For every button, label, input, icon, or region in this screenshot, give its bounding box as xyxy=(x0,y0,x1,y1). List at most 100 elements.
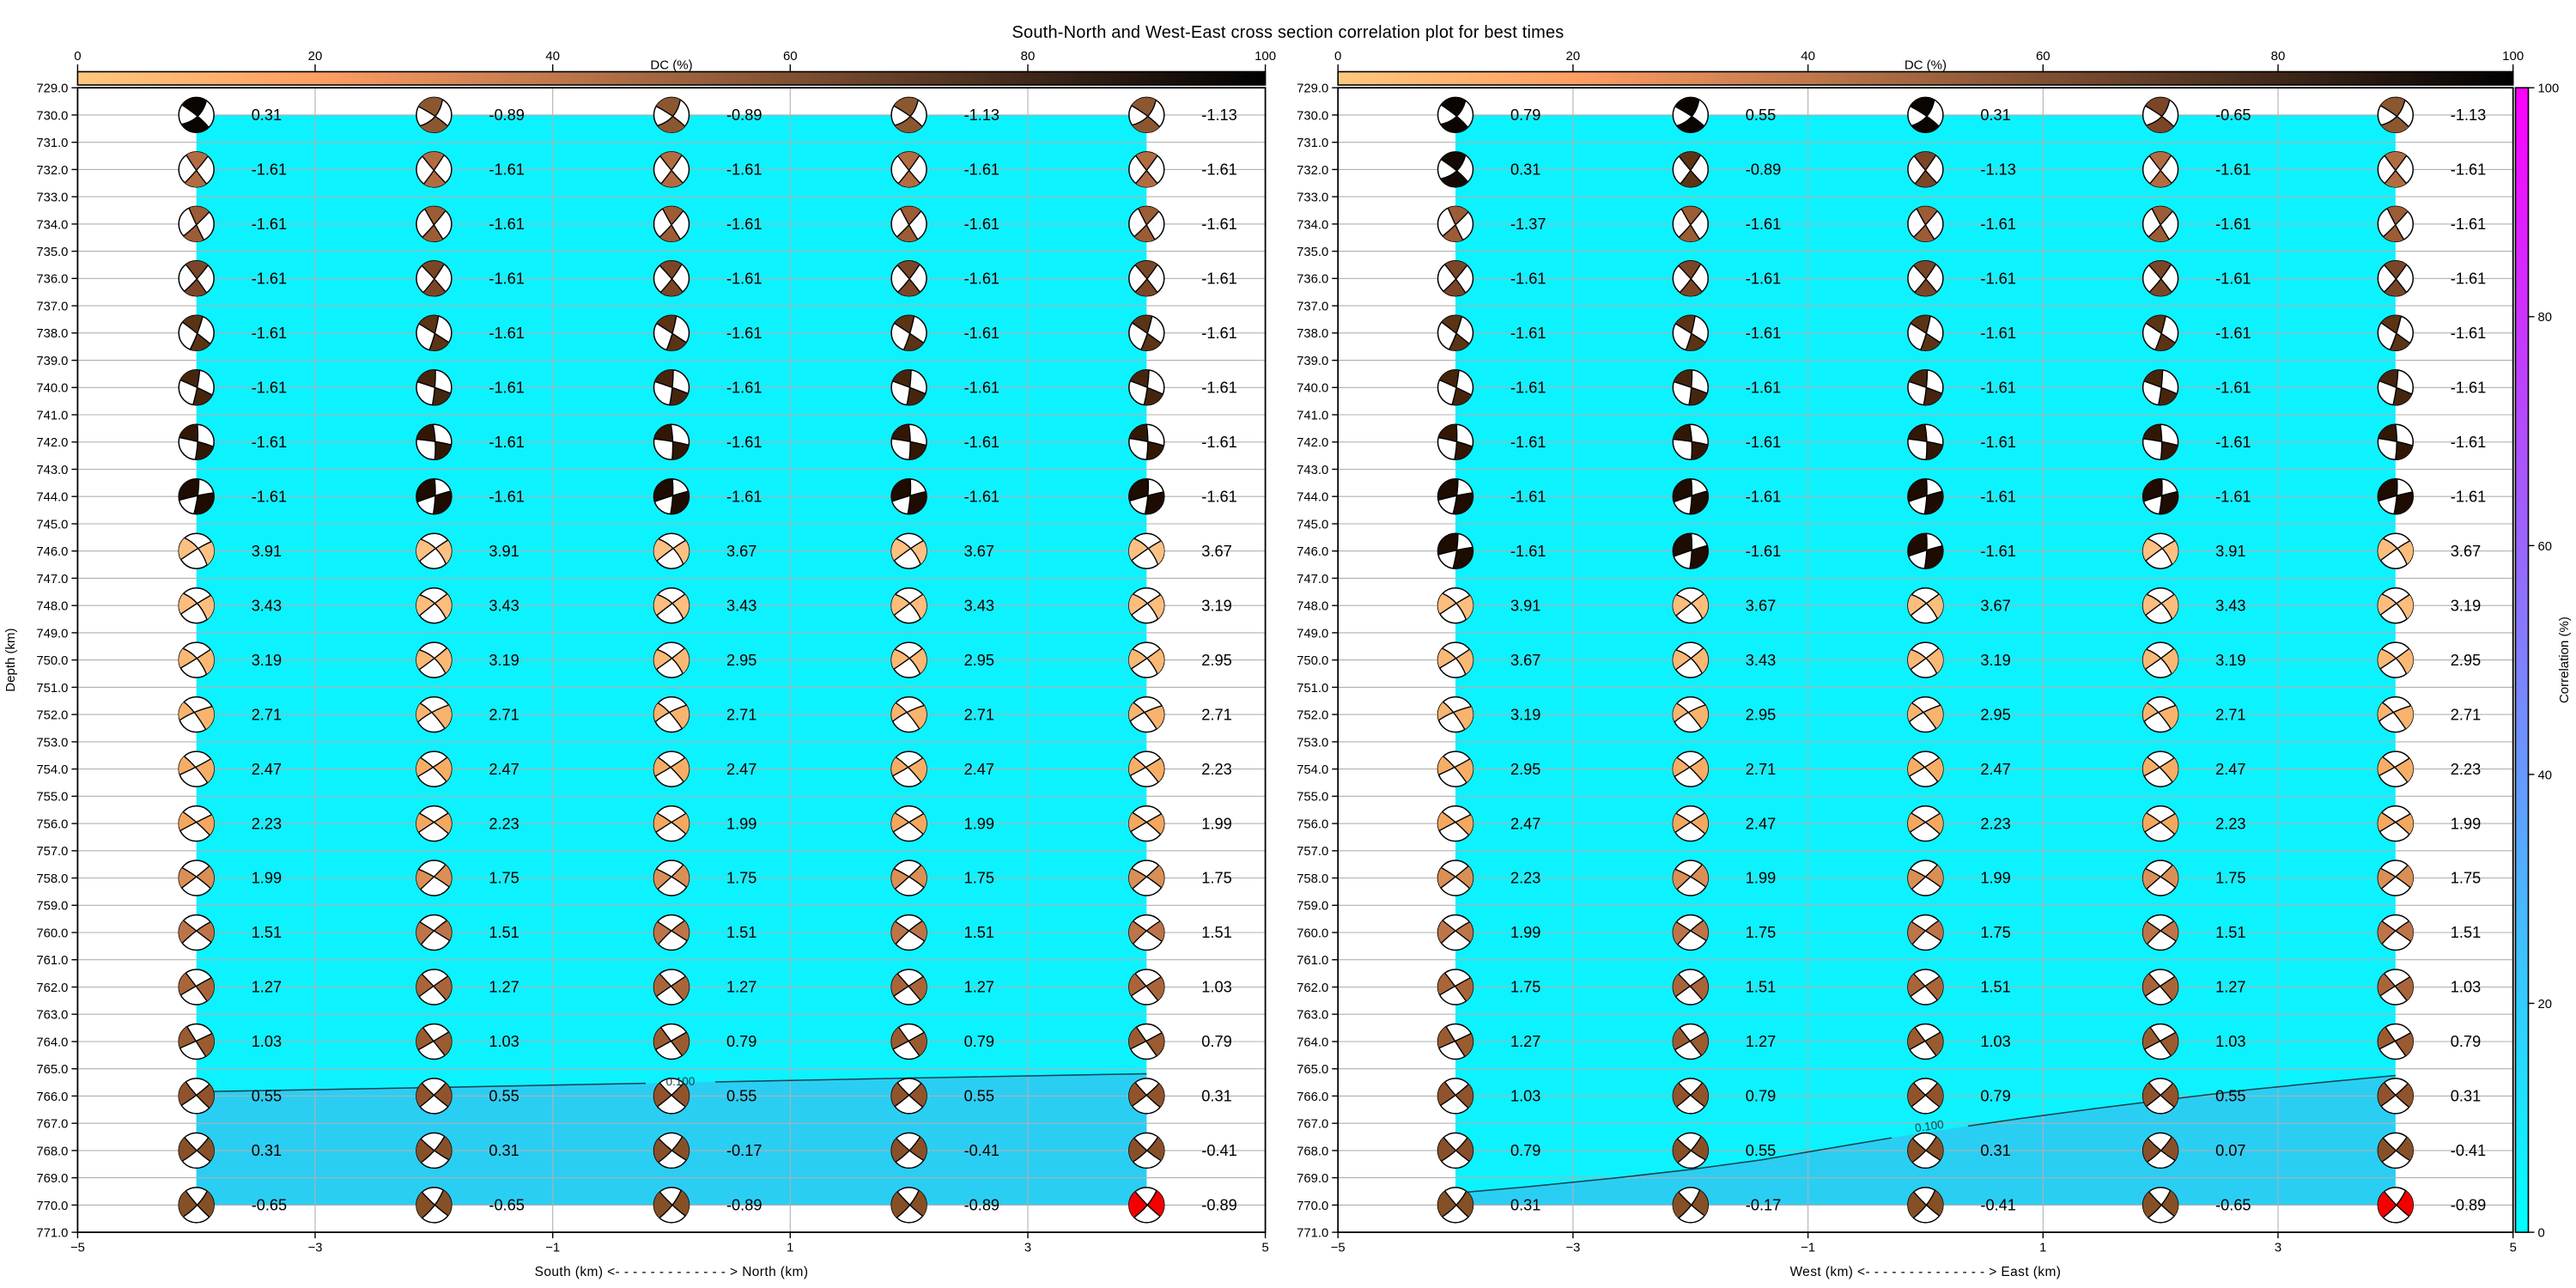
svg-text:744.0: 744.0 xyxy=(1297,491,1328,505)
svg-text:80: 80 xyxy=(2538,311,2552,325)
svg-text:-0.89: -0.89 xyxy=(1746,161,1781,179)
svg-text:1.03: 1.03 xyxy=(489,1033,519,1050)
svg-text:751.0: 751.0 xyxy=(1297,682,1328,696)
svg-text:731.0: 731.0 xyxy=(1297,137,1328,150)
svg-text:2.95: 2.95 xyxy=(1980,706,2010,723)
svg-text:-1.61: -1.61 xyxy=(1746,325,1781,342)
svg-text:1.51: 1.51 xyxy=(2451,924,2481,941)
svg-text:2.71: 2.71 xyxy=(1746,761,1776,778)
svg-text:80: 80 xyxy=(2271,49,2286,64)
svg-text:767.0: 767.0 xyxy=(36,1118,68,1132)
svg-text:760.0: 760.0 xyxy=(1297,927,1328,940)
svg-text:1.75: 1.75 xyxy=(1746,924,1776,941)
svg-text:-1.61: -1.61 xyxy=(2451,488,2486,505)
svg-text:0.31: 0.31 xyxy=(1510,1197,1540,1214)
svg-text:743.0: 743.0 xyxy=(36,464,68,477)
svg-text:1.51: 1.51 xyxy=(1746,979,1776,996)
svg-text:753.0: 753.0 xyxy=(1297,736,1328,750)
svg-text:1.75: 1.75 xyxy=(1510,979,1540,996)
svg-text:750.0: 750.0 xyxy=(1297,654,1328,668)
svg-text:-1.61: -1.61 xyxy=(1746,216,1781,233)
svg-text:1.99: 1.99 xyxy=(1746,870,1776,887)
svg-text:2.95: 2.95 xyxy=(1746,706,1776,723)
svg-text:733.0: 733.0 xyxy=(36,191,68,205)
svg-text:3.91: 3.91 xyxy=(252,543,282,560)
svg-text:745.0: 745.0 xyxy=(36,518,68,532)
svg-text:-1.61: -1.61 xyxy=(1980,216,2015,233)
svg-text:0.31: 0.31 xyxy=(1510,161,1540,179)
svg-text:761.0: 761.0 xyxy=(36,954,68,968)
svg-text:-0.89: -0.89 xyxy=(2451,1197,2486,1214)
svg-text:2.23: 2.23 xyxy=(2451,761,2481,778)
svg-text:739.0: 739.0 xyxy=(1297,355,1328,368)
svg-text:-1.61: -1.61 xyxy=(1980,325,2015,342)
svg-text:1.75: 1.75 xyxy=(1980,924,2010,941)
svg-text:734.0: 734.0 xyxy=(1297,218,1328,232)
svg-text:60: 60 xyxy=(2036,49,2050,64)
svg-text:0.31: 0.31 xyxy=(1980,106,2010,124)
svg-text:20: 20 xyxy=(308,49,323,64)
svg-text:0: 0 xyxy=(2538,1227,2545,1241)
svg-text:764.0: 764.0 xyxy=(1297,1036,1328,1049)
svg-text:0.79: 0.79 xyxy=(1510,106,1540,124)
svg-text:3: 3 xyxy=(1024,1242,1031,1255)
svg-text:0.100: 0.100 xyxy=(1914,1118,1945,1135)
svg-text:739.0: 739.0 xyxy=(36,355,68,368)
svg-text:-0.89: -0.89 xyxy=(726,1197,762,1214)
svg-text:0.55: 0.55 xyxy=(1746,106,1776,124)
svg-text:1.99: 1.99 xyxy=(1980,870,2010,887)
svg-text:3.43: 3.43 xyxy=(964,597,994,614)
svg-text:764.0: 764.0 xyxy=(36,1036,68,1049)
svg-text:2.71: 2.71 xyxy=(964,706,994,723)
svg-text:80: 80 xyxy=(1021,49,1036,64)
svg-text:-1.61: -1.61 xyxy=(1980,434,2015,451)
svg-text:2.71: 2.71 xyxy=(726,706,756,723)
svg-text:-1.61: -1.61 xyxy=(964,270,999,288)
svg-text:1.51: 1.51 xyxy=(2215,924,2245,941)
svg-text:40: 40 xyxy=(2538,769,2552,782)
svg-text:-1.61: -1.61 xyxy=(1510,488,1546,505)
svg-text:0.55: 0.55 xyxy=(489,1088,519,1105)
svg-text:-1.61: -1.61 xyxy=(1201,434,1236,451)
svg-text:-1.61: -1.61 xyxy=(489,488,524,505)
svg-text:741.0: 741.0 xyxy=(1297,409,1328,422)
svg-text:767.0: 767.0 xyxy=(1297,1118,1328,1132)
svg-text:1.27: 1.27 xyxy=(252,979,282,996)
svg-text:3: 3 xyxy=(2275,1242,2281,1255)
svg-text:0.100: 0.100 xyxy=(665,1075,695,1089)
svg-text:760.0: 760.0 xyxy=(36,927,68,940)
svg-text:731.0: 731.0 xyxy=(36,137,68,150)
svg-text:1.99: 1.99 xyxy=(252,870,282,887)
svg-text:-1.61: -1.61 xyxy=(726,270,762,288)
svg-text:759.0: 759.0 xyxy=(36,900,68,914)
svg-text:-1.61: -1.61 xyxy=(2451,434,2486,451)
svg-text:0: 0 xyxy=(74,49,81,64)
svg-text:3.19: 3.19 xyxy=(2215,652,2245,669)
svg-text:-1.61: -1.61 xyxy=(964,434,999,451)
svg-text:3.43: 3.43 xyxy=(2215,597,2245,614)
svg-text:1.51: 1.51 xyxy=(964,924,994,941)
svg-text:-1.61: -1.61 xyxy=(1201,161,1236,179)
svg-text:762.0: 762.0 xyxy=(36,981,68,995)
svg-text:743.0: 743.0 xyxy=(1297,464,1328,477)
svg-text:Depth (km): Depth (km) xyxy=(3,629,18,692)
svg-text:-1.61: -1.61 xyxy=(252,161,287,179)
svg-text:738.0: 738.0 xyxy=(36,327,68,341)
svg-text:2.47: 2.47 xyxy=(1746,815,1776,832)
svg-text:742.0: 742.0 xyxy=(1297,436,1328,450)
svg-text:-1.61: -1.61 xyxy=(1746,488,1781,505)
svg-text:-0.17: -0.17 xyxy=(726,1142,762,1159)
svg-text:732.0: 732.0 xyxy=(1297,164,1328,178)
svg-text:20: 20 xyxy=(1566,49,1581,64)
svg-text:-1.61: -1.61 xyxy=(1510,325,1546,342)
svg-text:-1.61: -1.61 xyxy=(489,161,524,179)
svg-text:2.47: 2.47 xyxy=(964,761,994,778)
svg-text:1: 1 xyxy=(2039,1242,2046,1255)
svg-text:-1.61: -1.61 xyxy=(1980,543,2015,560)
svg-text:40: 40 xyxy=(1801,49,1815,64)
svg-text:753.0: 753.0 xyxy=(36,736,68,750)
svg-text:2.71: 2.71 xyxy=(489,706,519,723)
svg-text:−5: −5 xyxy=(1331,1242,1346,1255)
svg-text:-0.41: -0.41 xyxy=(1201,1142,1236,1159)
svg-text:-1.61: -1.61 xyxy=(2451,325,2486,342)
